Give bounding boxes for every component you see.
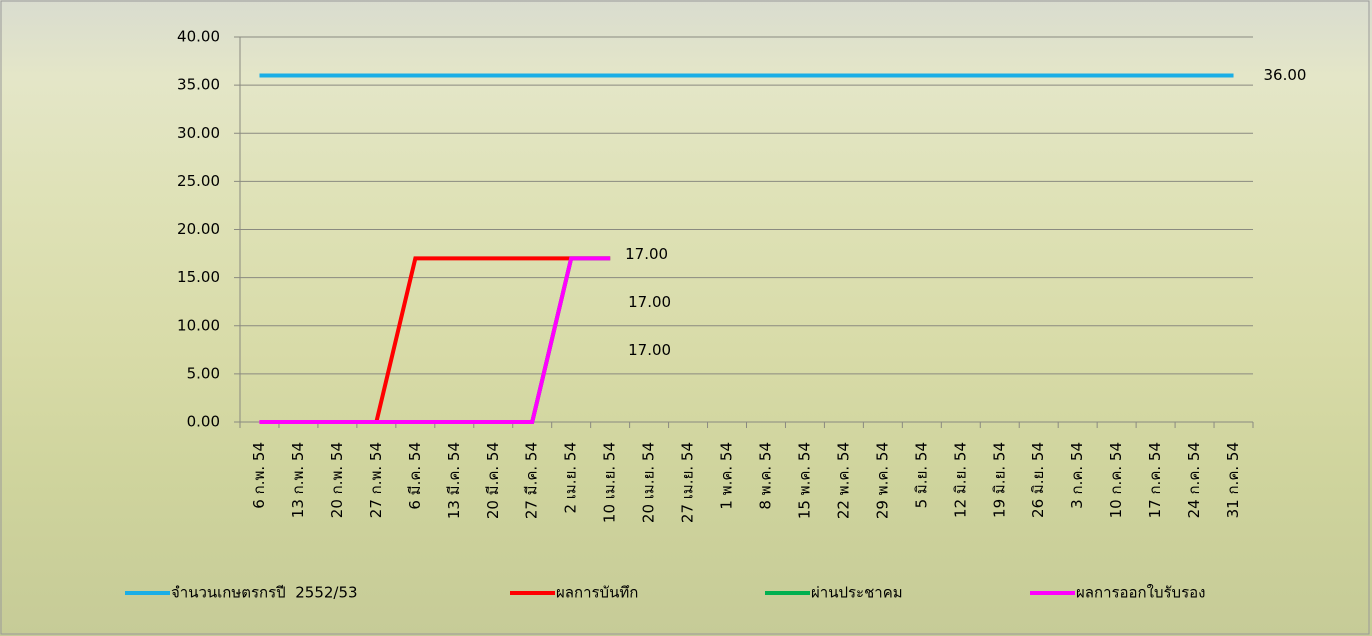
x-tick-label: 27 มี.ค. 54 [523,442,541,519]
x-tick-label: 26 มิ.ย. 54 [1029,442,1047,518]
legend-label: ผ่านประชาคม [811,584,903,602]
x-tick-label: 6 มี.ค. 54 [406,442,424,510]
series-line [259,256,611,424]
y-tick-label: 10.00 [177,316,220,334]
x-tick-label: 6 ก.พ. 54 [250,442,268,509]
y-tick-label: 20.00 [177,220,220,238]
y-tick-label: 5.00 [187,364,220,382]
x-tick-label: 31 ก.ค. 54 [1224,442,1242,518]
x-tick-label: 12 มิ.ย. 54 [951,442,969,518]
x-tick-label: 20 ก.พ. 54 [328,442,346,518]
x-tick-label: 2 เม.ย. 54 [562,442,580,514]
data-label: 17.00 [625,245,668,263]
data-label: 17.00 [628,293,671,311]
x-tick-label: 10 ก.ค. 54 [1107,442,1125,518]
y-tick-label: 35.00 [177,76,220,94]
x-tick-label: 1 พ.ค. 54 [718,442,736,510]
x-tick-label: 20 มี.ค. 54 [484,442,502,519]
x-tick-label: 10 เม.ย. 54 [601,442,619,523]
data-label: 36.00 [1264,66,1307,84]
series-line [259,256,611,424]
x-tick-label: 15 พ.ค. 54 [795,442,813,519]
x-tick-label: 17 ก.ค. 54 [1146,442,1164,518]
legend-label: ผลการออกใบรับรอง [1076,584,1205,602]
y-tick-label: 0.00 [187,413,220,431]
x-tick-label: 13 ก.พ. 54 [289,442,307,518]
x-tick-label: 27 เม.ย. 54 [679,442,697,523]
x-tick-label: 5 มิ.ย. 54 [912,442,930,508]
x-tick-label: 20 เม.ย. 54 [640,442,658,523]
x-tick-label: 13 มี.ค. 54 [445,442,463,519]
x-tick-label: 3 ก.ค. 54 [1068,442,1086,509]
x-tick-label: 24 ก.ค. 54 [1185,442,1203,518]
x-tick-label: 19 มิ.ย. 54 [990,442,1008,518]
series-line [259,256,611,424]
legend-label: จำนวนเกษตรกรปี 2552/53 [171,584,358,602]
y-tick-label: 30.00 [177,124,220,142]
y-tick-label: 15.00 [177,268,220,286]
y-tick-label: 40.00 [177,28,220,46]
x-tick-label: 29 พ.ค. 54 [873,442,891,519]
x-tick-label: 8 พ.ค. 54 [756,442,774,510]
x-tick-label: 27 ก.พ. 54 [367,442,385,518]
x-tick-label: 22 พ.ค. 54 [834,442,852,519]
y-tick-label: 25.00 [177,172,220,190]
legend-label: ผลการบันทึก [556,584,638,602]
data-label: 17.00 [628,341,671,359]
